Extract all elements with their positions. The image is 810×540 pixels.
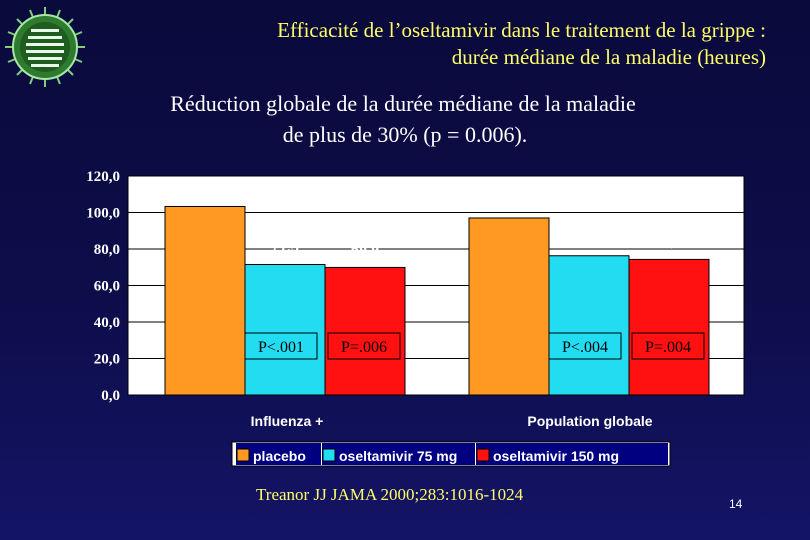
data-label: 71,5	[271, 239, 299, 256]
legend-swatch	[322, 448, 336, 462]
bar	[324, 266, 406, 396]
data-label: 76,3	[575, 230, 603, 247]
pvalue-box	[548, 332, 622, 360]
slide-title-line-1: Efficacité de l’oseltamivir dans le trai…	[277, 18, 766, 42]
y-tick-label: 20,0	[94, 352, 120, 368]
pvalue-box	[244, 332, 318, 360]
bar	[548, 255, 630, 396]
pvalue-box	[631, 332, 705, 360]
citation: Treanor JJ JAMA 2000;283:1016-1024	[256, 485, 524, 504]
y-tick-label: 0,0	[101, 388, 120, 404]
legend-item-bg	[476, 443, 668, 465]
legend-swatch	[236, 448, 250, 462]
legend-label: oseltamivir 150 mg	[493, 448, 619, 464]
bar	[468, 217, 550, 396]
y-tick-label: 80,0	[94, 242, 120, 258]
bar	[244, 264, 326, 396]
slide-title-line-2: durée médiane de la maladie (heures)	[451, 45, 766, 69]
x-category-label: Population globale	[527, 413, 652, 429]
data-label: 97,0	[495, 192, 523, 209]
bar	[164, 205, 246, 396]
pvalue-label: P=.006	[341, 339, 387, 356]
legend-swatch	[476, 448, 490, 462]
data-label: 69,9	[351, 241, 379, 258]
y-tick-label: 60,0	[94, 279, 120, 295]
y-tick-label: 40,0	[94, 315, 120, 331]
data-label: 74,3	[655, 233, 683, 250]
legend-item-bg	[236, 443, 321, 465]
legend-label: placebo	[253, 448, 306, 464]
pvalue-box	[327, 332, 401, 360]
pvalue-label: P<.004	[562, 339, 608, 356]
virus-logo-icon	[5, 7, 85, 87]
slide-subtitle-line-2: de plus de 30% (p = 0.006).	[282, 122, 528, 147]
slide-subtitle-line-1: Réduction globale de la durée médiane de…	[170, 91, 636, 116]
y-tick-label: 120,0	[86, 169, 120, 185]
page-number: 14	[729, 497, 743, 511]
legend-item-bg	[322, 443, 475, 465]
legend-label: oseltamivir 75 mg	[339, 448, 457, 464]
pvalue-label: P=.004	[645, 339, 691, 356]
data-label: 103,3	[187, 180, 223, 197]
bar	[628, 258, 710, 396]
x-category-label: Influenza +	[251, 413, 324, 429]
pvalue-label: P<.001	[258, 339, 304, 356]
y-tick-label: 100,0	[86, 206, 120, 222]
